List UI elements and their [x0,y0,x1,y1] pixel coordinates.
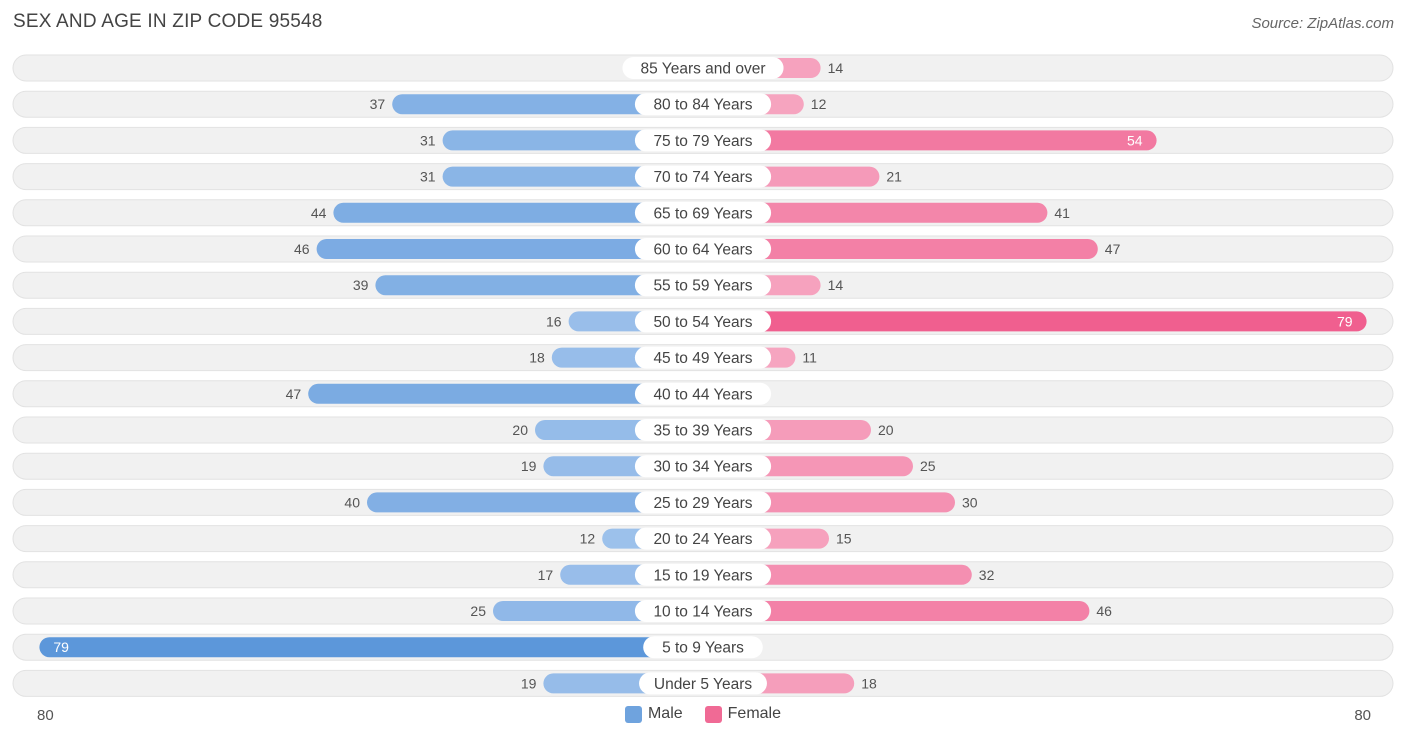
bar-male [333,202,703,223]
male-value-label: 40 [344,494,360,510]
female-value-label: 54 [1127,132,1143,148]
female-value-label: 14 [828,60,844,76]
category-label-bg [634,455,772,478]
category-label: 65 to 69 Years [653,205,752,222]
category-label: 25 to 29 Years [653,495,752,512]
chart-source: Source: ZipAtlas.com [1251,15,1394,32]
legend-label-male: Male [647,705,683,722]
legend-label-female: Female [727,705,782,722]
category-label-bg [634,491,772,514]
chart-title: SEX AND AGE IN ZIP CODE 95548 [13,11,323,32]
bar-female [703,601,1090,621]
category-label-bg [634,600,772,622]
axis-min-label: 80 [37,707,54,724]
male-value-label: 79 [53,639,69,655]
male-value-label: 20 [512,422,528,438]
bar-female [703,202,1048,223]
bar-male [316,239,703,259]
category-label: 75 to 79 Years [653,133,752,150]
female-value-label: 25 [920,458,936,474]
bar-male [375,275,703,296]
legend-item-male[interactable]: Male [624,705,683,723]
category-label-bg [634,527,772,550]
category-label: 55 to 59 Years [653,278,752,295]
bar-male [39,637,703,658]
male-value-label: 16 [546,313,562,329]
male-value-label: 39 [353,277,369,293]
category-label: 20 to 24 Years [653,531,752,548]
category-label: Under 5 Years [654,676,752,693]
female-value-label: 15 [836,531,852,547]
category-label-bg [634,382,772,405]
bar-female [703,239,1098,259]
axis-max-label: 80 [1354,707,1371,724]
female-value-label: 14 [828,277,844,293]
female-value-label: 47 [1105,241,1121,257]
category-label: 40 to 44 Years [653,386,752,403]
female-value-label: 20 [878,422,894,438]
bar-female [703,564,972,585]
bar-male [367,492,703,513]
category-label: 80 to 84 Years [653,97,752,114]
category-label-bg [634,419,772,441]
category-label-bg [634,93,772,116]
legend-swatch-male [624,705,642,723]
category-label: 50 to 54 Years [653,314,752,331]
category-label: 85 Years and over [641,61,766,78]
female-value-label: 11 [802,350,817,366]
bar-female [703,130,1157,151]
female-value-label: 32 [979,567,995,583]
female-value-label: 12 [811,96,827,112]
male-value-label: 12 [580,531,596,547]
category-label: 10 to 14 Years [653,604,752,621]
legend-item-female[interactable]: Female [704,705,782,723]
category-label-bg [634,201,772,224]
category-label-bg [634,563,772,586]
male-value-label: 47 [286,386,302,402]
female-value-label: 41 [1054,205,1070,221]
male-value-label: 31 [420,169,436,185]
category-label: 30 to 34 Years [653,459,752,476]
male-value-label: 19 [521,458,537,474]
category-label-bg [634,129,772,152]
female-value-label: 18 [861,675,877,691]
legend: Male Female [0,705,1406,723]
male-value-label: 18 [529,350,545,366]
category-label-bg [634,165,772,188]
category-label: 70 to 74 Years [653,169,752,186]
category-label-bg [622,57,784,79]
category-label: 35 to 39 Years [653,423,752,440]
category-label: 15 to 19 Years [653,567,752,584]
male-value-label: 19 [521,675,537,691]
category-label-bg [634,274,772,297]
female-value-label: 21 [886,169,902,185]
legend-swatch-female [704,705,722,723]
male-value-label: 31 [420,132,436,148]
female-value-label: 79 [1337,313,1353,329]
category-label-bg [634,310,772,333]
category-label: 60 to 64 Years [653,242,752,259]
female-value-label: 30 [962,494,978,510]
category-label-bg [634,238,772,260]
female-value-label: 46 [1096,603,1112,619]
male-value-label: 46 [294,241,310,257]
bar-male [308,383,703,404]
male-value-label: 37 [370,96,386,112]
bar-male [392,94,703,115]
bar-female [703,311,1367,332]
category-label-bg [643,636,763,659]
male-value-label: 44 [311,205,327,221]
male-value-label: 17 [538,567,554,583]
category-label: 5 to 9 Years [662,640,744,657]
category-label: 45 to 49 Years [653,350,752,367]
category-label-bg [634,346,772,369]
male-value-label: 25 [470,603,486,619]
category-label-bg [639,672,767,695]
